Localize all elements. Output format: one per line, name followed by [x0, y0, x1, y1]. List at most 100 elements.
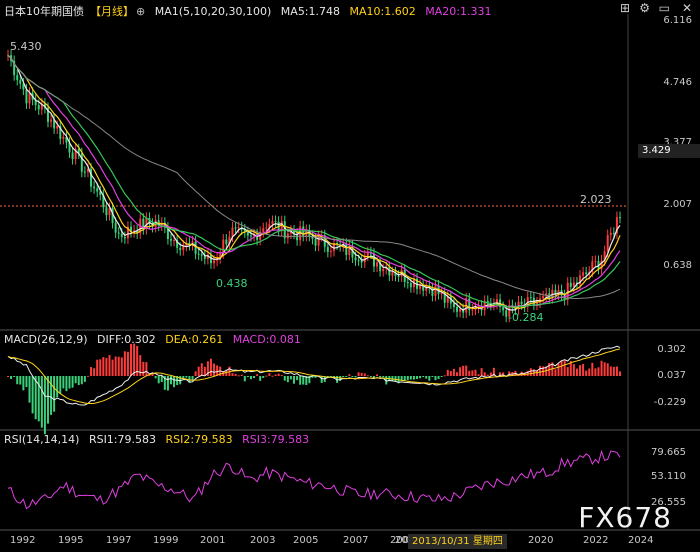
macd-bar	[382, 376, 385, 377]
current-price-tag: 3.429	[638, 144, 700, 158]
candle-body	[579, 275, 582, 285]
macd-axis-label: 0.302	[657, 344, 686, 355]
ma-title: MA1(5,10,20,30,100)	[154, 5, 272, 18]
candle-body	[505, 310, 508, 317]
macd-bar	[234, 373, 237, 376]
macd-bar	[213, 363, 216, 376]
last-annotation: 2.023	[580, 193, 612, 206]
macd-bar	[526, 370, 529, 376]
candle-body	[293, 230, 296, 234]
candle-body	[422, 284, 425, 291]
rsi-polyline	[7, 449, 621, 510]
macd-bar	[609, 366, 612, 376]
candle-body	[388, 267, 391, 276]
macd-bar	[16, 376, 19, 385]
macd-bar	[151, 373, 154, 376]
macd-bar	[99, 359, 102, 376]
macd-bar	[80, 376, 83, 385]
zoom-icon[interactable]: ⊞	[619, 1, 630, 15]
close-icon[interactable]: ✕	[681, 1, 692, 15]
candle-body	[28, 92, 31, 104]
macd-bar	[179, 376, 182, 385]
candle-body	[502, 307, 505, 311]
candle-body	[332, 243, 335, 251]
candle-body	[382, 268, 385, 272]
high-annotation: 5.430	[10, 40, 42, 53]
macd-bar	[409, 376, 412, 380]
x-axis-label: 2003	[250, 535, 276, 546]
candle-body	[508, 305, 511, 317]
macd-bar	[591, 362, 594, 376]
candle-body	[271, 221, 274, 225]
candle-body	[19, 79, 22, 84]
macd-bar	[56, 376, 59, 398]
macd-bar	[360, 372, 363, 376]
candle-body	[357, 260, 360, 262]
candle-body	[446, 296, 449, 303]
candle-body	[495, 299, 498, 304]
candle-body	[326, 246, 329, 252]
settings-icon[interactable]: ⊕	[136, 5, 146, 18]
candle-body	[179, 247, 182, 251]
macd-bar	[293, 376, 296, 384]
candle-body	[53, 119, 56, 129]
macd-bar	[379, 376, 382, 378]
macd-bar	[268, 373, 271, 376]
x-axis-label: 1992	[10, 535, 36, 546]
tool-icon[interactable]: ⚙	[639, 1, 650, 15]
rsi-title: RSI(14,14,14)	[4, 433, 80, 446]
candle-body	[90, 168, 93, 187]
candle-body	[372, 253, 375, 267]
macd-bar	[93, 368, 96, 376]
candle-body	[228, 236, 231, 245]
macd-bar	[203, 366, 206, 376]
candle-body	[477, 305, 480, 308]
candle-body	[148, 217, 151, 224]
candle-body	[130, 226, 133, 233]
candle-body	[249, 235, 252, 237]
macd-bar	[597, 367, 600, 376]
period-selector[interactable]: 【月线】	[90, 5, 134, 18]
macd-bar	[302, 376, 305, 385]
macd-bar	[428, 376, 431, 381]
candle-body	[173, 240, 176, 242]
candle-body	[209, 254, 212, 264]
candle-body	[529, 297, 532, 299]
macd-bar	[385, 376, 388, 385]
x-axis-label: 2009	[390, 535, 416, 546]
macd-bar	[492, 367, 495, 376]
macd-bar	[422, 376, 425, 377]
candle-body	[542, 296, 545, 299]
expand-icon[interactable]: ▭	[658, 1, 670, 15]
candle-body	[379, 262, 382, 272]
candle-body	[197, 253, 200, 255]
candle-body	[182, 245, 185, 251]
candle-body	[105, 207, 108, 216]
macd-bar	[606, 363, 609, 376]
candle-body	[93, 186, 96, 189]
candle-body	[606, 235, 609, 252]
rsi-axis-label: 53.110	[651, 471, 686, 482]
macd-bar	[289, 376, 292, 380]
macd-bar	[166, 376, 169, 391]
macd-bar	[22, 376, 25, 391]
candle-body	[194, 241, 197, 254]
macd-bar	[569, 360, 572, 376]
macd-bar	[465, 365, 468, 376]
candle-body	[234, 227, 237, 229]
macd-bar	[345, 376, 348, 377]
candle-body	[351, 245, 354, 258]
candle-body	[314, 238, 317, 246]
rsi-axis-label: 79.665	[651, 447, 686, 458]
macd-bar	[456, 372, 459, 376]
candle-body	[40, 103, 43, 110]
price-candles	[7, 49, 621, 323]
candle-body	[136, 230, 139, 234]
candle-body	[265, 227, 268, 229]
macd-dea: DEA:0.261	[165, 333, 224, 346]
ma5-line	[7, 54, 621, 311]
x-axis-label: 2013	[395, 535, 420, 546]
macd-bar	[256, 374, 259, 376]
macd-bar	[357, 372, 360, 376]
